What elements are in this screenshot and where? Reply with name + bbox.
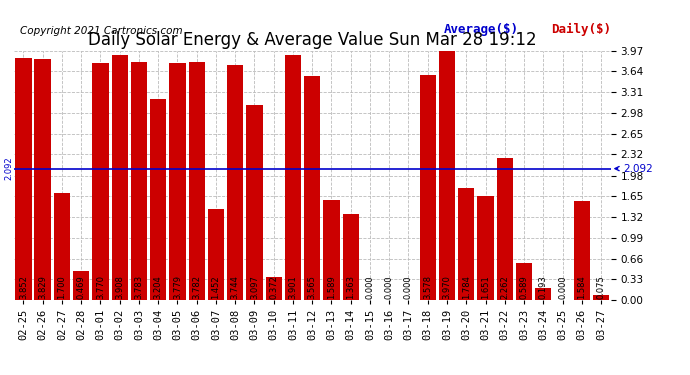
Text: 0.000: 0.000 [366, 275, 375, 299]
Text: 1.363: 1.363 [346, 275, 355, 299]
Bar [246, 105, 263, 300]
Bar [420, 75, 436, 300]
Text: 1.584: 1.584 [578, 275, 586, 299]
Bar [15, 58, 32, 300]
Bar [285, 55, 301, 300]
Text: 3.782: 3.782 [193, 275, 201, 299]
Bar [150, 99, 166, 300]
Bar [304, 76, 320, 300]
Bar [73, 270, 90, 300]
Bar [112, 54, 128, 300]
Bar [342, 214, 359, 300]
Text: 1.589: 1.589 [327, 275, 336, 299]
Text: 0.000: 0.000 [404, 275, 413, 299]
Text: 0.193: 0.193 [539, 275, 548, 299]
Text: 3.578: 3.578 [423, 275, 432, 299]
Bar [477, 196, 493, 300]
Bar [535, 288, 551, 300]
Text: 2.092: 2.092 [5, 157, 14, 180]
Bar [324, 200, 339, 300]
Text: 2.262: 2.262 [500, 275, 509, 299]
Text: 0.589: 0.589 [520, 275, 529, 299]
Text: 3.829: 3.829 [38, 275, 47, 299]
Text: 1.700: 1.700 [57, 275, 66, 299]
Bar [188, 62, 205, 300]
Bar [516, 263, 532, 300]
Text: 3.970: 3.970 [442, 275, 451, 299]
Text: 3.565: 3.565 [308, 275, 317, 299]
Text: 0.372: 0.372 [269, 275, 278, 299]
Bar [34, 60, 51, 300]
Bar [208, 209, 224, 300]
Text: Copyright 2021 Cartronics.com: Copyright 2021 Cartronics.com [20, 26, 182, 36]
Bar [131, 62, 147, 300]
Text: 3.908: 3.908 [115, 275, 124, 299]
Text: 3.204: 3.204 [154, 275, 163, 299]
Bar [458, 188, 475, 300]
Title: Daily Solar Energy & Average Value Sun Mar 28 19:12: Daily Solar Energy & Average Value Sun M… [88, 31, 537, 49]
Text: 3.852: 3.852 [19, 275, 28, 299]
Text: Daily($): Daily($) [551, 22, 611, 36]
Bar [439, 51, 455, 300]
Text: 1.784: 1.784 [462, 275, 471, 299]
Text: 0.469: 0.469 [77, 275, 86, 299]
Bar [169, 63, 186, 300]
Text: 3.097: 3.097 [250, 275, 259, 299]
Text: 0.075: 0.075 [597, 275, 606, 299]
Text: 3.783: 3.783 [135, 274, 144, 299]
Text: 2.092: 2.092 [615, 164, 653, 174]
Bar [54, 193, 70, 300]
Bar [266, 277, 282, 300]
Text: 3.770: 3.770 [96, 275, 105, 299]
Bar [92, 63, 108, 300]
Text: Average($): Average($) [444, 22, 518, 36]
Text: 3.779: 3.779 [173, 275, 182, 299]
Bar [497, 158, 513, 300]
Text: 1.651: 1.651 [481, 275, 490, 299]
Text: 3.901: 3.901 [288, 275, 297, 299]
Text: 0.000: 0.000 [385, 275, 394, 299]
Text: 0.000: 0.000 [558, 275, 567, 299]
Bar [573, 201, 590, 300]
Bar [227, 65, 244, 300]
Text: 3.744: 3.744 [230, 275, 239, 299]
Text: 1.452: 1.452 [211, 275, 221, 299]
Bar [593, 295, 609, 300]
